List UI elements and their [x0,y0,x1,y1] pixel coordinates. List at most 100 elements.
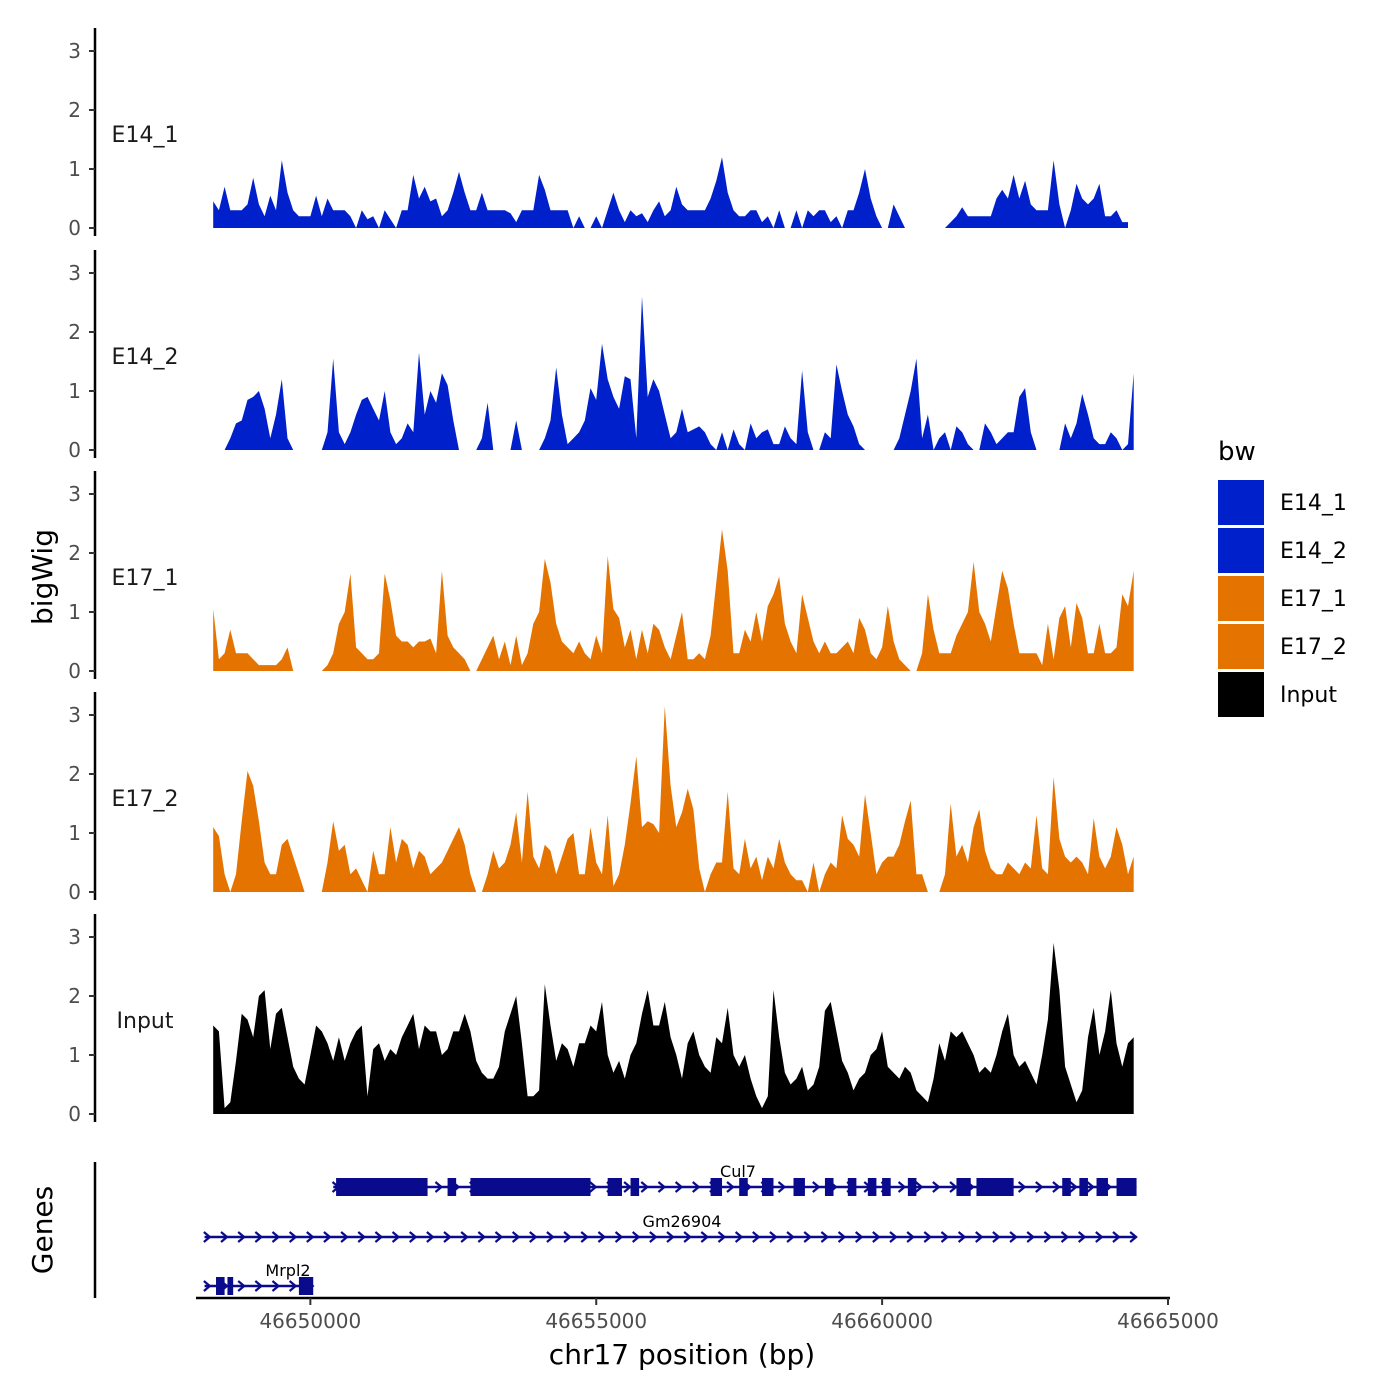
strand-chevron [529,1231,538,1243]
strand-chevron [434,1181,444,1193]
strand-chevron [477,1231,487,1243]
strand-chevron [666,1231,675,1243]
strand-chevron [254,1231,264,1243]
strand-chevron [923,1231,933,1243]
track-label: E17_1 [112,566,179,591]
track-area-E14_2 [224,379,294,450]
strand-chevron [906,1231,915,1243]
track-area-E17_2 [230,771,305,892]
strand-chevron [237,1231,246,1243]
strand-chevron [271,1280,281,1292]
track-area-E17_2 [939,777,1134,892]
track-area-E14_1 [945,160,1066,228]
track-label: E17_2 [112,787,179,812]
track-area-E14_1 [790,210,803,228]
strand-chevron [992,1231,1001,1243]
strand-chevron [803,1231,812,1243]
y-tick-label: 0 [68,659,81,683]
track-area-E17_2 [704,791,808,892]
strand-chevron [254,1280,264,1292]
strand-chevron [854,1231,864,1243]
genes-axis-title: Genes [26,1186,59,1274]
strand-chevron [597,1231,607,1243]
track-label: Input [117,1009,174,1034]
gene-exon [1079,1178,1088,1196]
track-area-E17_2 [807,862,820,892]
strand-chevron [837,1231,847,1243]
track-area-E17_2 [367,827,477,892]
x-axis-title: chr17 position (bp) [549,1338,815,1371]
x-tick-label: 46655000 [545,1309,647,1333]
strand-chevron [1095,1231,1104,1243]
strand-chevron [589,1181,598,1193]
y-tick-label: 2 [68,541,81,565]
y-tick-label: 3 [68,925,81,949]
x-tick-label: 46665000 [1117,1309,1219,1333]
track-area-E14_1 [842,169,883,228]
track-area-E17_2 [819,794,928,892]
genes-layer: Cul7 Gm26904 Mrpl2 [93,1162,1138,1298]
strand-chevron [726,1181,735,1193]
track-area-E14_2 [476,402,494,450]
gene-exon [882,1178,891,1196]
x-tick-label: 46660000 [831,1309,933,1333]
strand-chevron [237,1280,246,1292]
strand-chevron [683,1231,692,1243]
gene-label: Cul7 [720,1162,756,1181]
strand-chevron [623,1181,632,1193]
strand-chevron [752,1231,761,1243]
track-area-E17_1 [321,570,471,671]
track-area-E14_2 [893,358,934,450]
x-tick-label: 46650000 [259,1309,361,1333]
track-E17_2: 0 1 2 3 E17_2 [68,692,1134,904]
track-Input: 0 1 2 3 Input [68,914,1134,1126]
gene-exon [470,1178,591,1196]
track-E17_1: 0 1 2 3 E17_1 [68,471,1134,683]
track-area-E14_1 [802,210,843,228]
y-tick-label: 2 [68,98,81,122]
strand-chevron [1060,1231,1070,1243]
strand-chevron [426,1231,435,1243]
gene-exon [1096,1178,1108,1196]
track-area-E14_2 [979,388,1037,450]
gene-exon [976,1178,1014,1196]
gene-Mrpl2: Mrpl2 [203,1261,315,1295]
track-area-E14_2 [950,426,974,450]
strand-chevron [700,1231,710,1243]
strand-chevron [511,1231,521,1243]
strand-chevron [1026,1231,1035,1243]
track-area-E14_1 [213,160,357,228]
strand-chevron [777,1181,787,1193]
strand-chevron [915,1181,924,1193]
strand-chevron [580,1231,589,1243]
legend-label: E14_1 [1280,491,1347,516]
gene-label: Mrpl2 [265,1261,310,1280]
gene-exon [793,1178,805,1196]
y-tick-label: 1 [68,821,81,845]
gene-exon [1062,1178,1071,1196]
y-tick-label: 1 [68,379,81,403]
track-area-E14_2 [716,432,728,450]
gene-exon [824,1178,834,1196]
track-area-E14_1 [396,171,574,228]
y-tick-label: 0 [68,438,81,462]
strand-chevron [306,1231,315,1243]
track-area-E14_2 [819,364,865,450]
y-tick-label: 0 [68,1102,81,1126]
strand-chevron [657,1181,667,1193]
legend-label: Input [1280,683,1337,708]
strand-chevron [271,1231,281,1243]
strand-chevron [614,1231,624,1243]
track-area-E14_2 [510,420,522,450]
legend-label: E14_2 [1280,539,1347,564]
strand-chevron [288,1231,298,1243]
gene-exon [1116,1178,1137,1196]
strand-chevron [374,1231,384,1243]
y-tick-label: 2 [68,320,81,344]
strand-chevron [460,1231,469,1243]
tracks-layer: 0 1 2 3 E14_1 0 1 2 3 E14_2 0 1 2 3 E17_1 0 1 2 3 E17_2 0 1 2 3… [68,28,1134,1126]
legend: bw E14_1 E14_2 E17_1 E17_2 Input [1218,437,1347,717]
strand-chevron [872,1231,881,1243]
y-tick-label: 2 [68,762,81,786]
strand-chevron [649,1231,658,1243]
